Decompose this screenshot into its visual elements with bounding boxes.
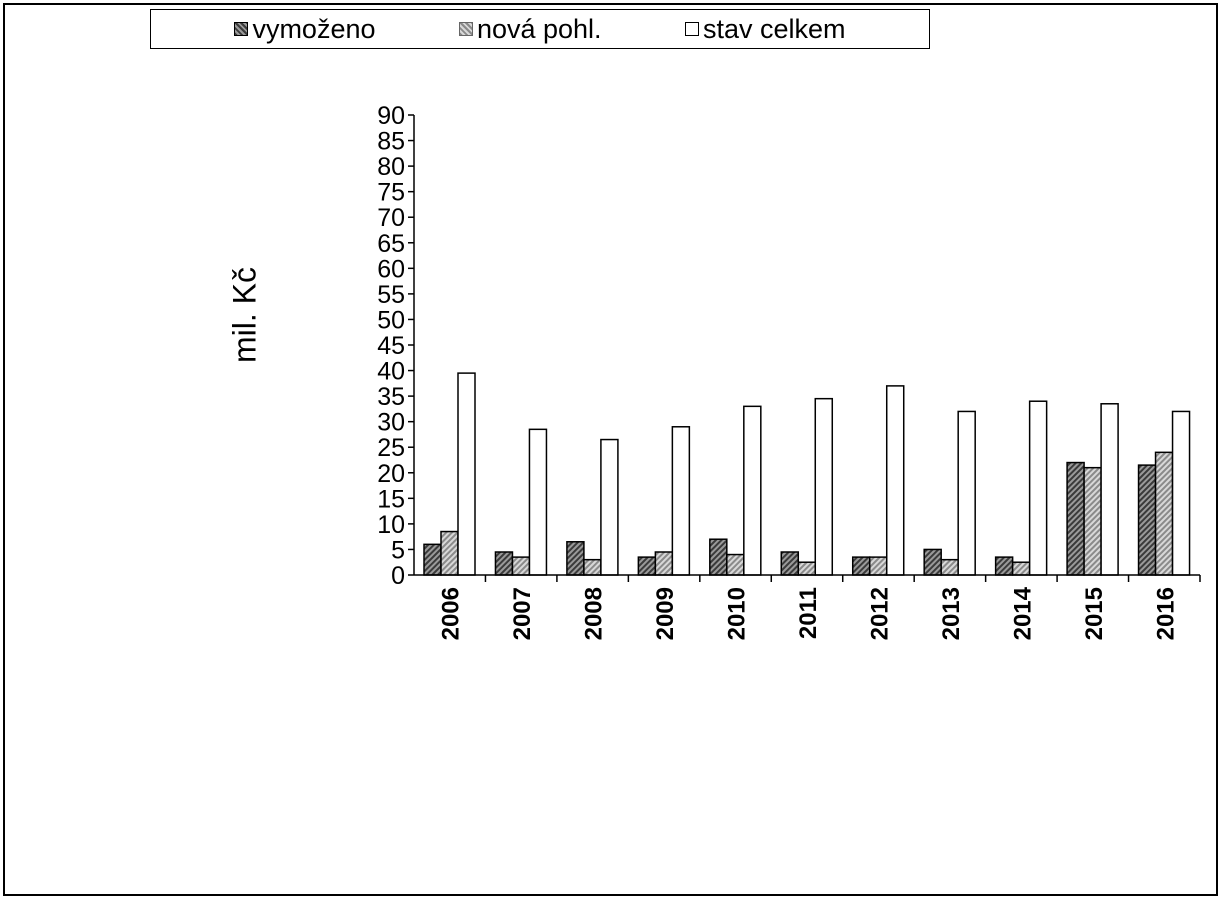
- y-tick-label: 25: [377, 434, 405, 462]
- bar-nova-pohl-2008: [583, 558, 602, 576]
- bar-nova-pohl-2007: [511, 556, 531, 576]
- legend-item-nova-pohl: nová pohl.: [458, 13, 602, 45]
- y-tick-label: 90: [377, 102, 405, 130]
- bar-vymozeno-2010: [709, 538, 728, 576]
- x-tick-label: 2016: [1152, 587, 1179, 640]
- bar-stav-celkem-2014: [1028, 400, 1048, 576]
- legend-label-stav-celkem: stav celkem: [702, 13, 846, 44]
- y-tick-label: 65: [377, 230, 405, 258]
- bar-nova-pohl-2011: [797, 561, 817, 576]
- x-tick-label: 2010: [724, 587, 751, 640]
- bar-vymozeno-2011: [780, 551, 800, 576]
- bar-nova-pohl-2015: [1083, 466, 1102, 576]
- x-tick-label: 2015: [1081, 587, 1108, 640]
- legend-item-stav-celkem: stav celkem: [684, 13, 846, 45]
- bar-stav-celkem-2011: [814, 397, 834, 576]
- x-tick-label: 2014: [1009, 586, 1036, 640]
- y-tick-label: 70: [377, 204, 405, 232]
- x-axis: 2006 2007 2008 2009 2010 2011 2012 2013 2014 2015…: [414, 574, 1201, 640]
- x-tick-label: 2008: [581, 587, 608, 640]
- y-tick-label: 75: [377, 179, 405, 207]
- y-tick-label: 30: [377, 409, 405, 437]
- bar-stav-celkem-2010: [743, 405, 762, 576]
- y-tick-label: 80: [377, 153, 405, 181]
- y-tick-label: 20: [377, 460, 405, 488]
- legend-item-vymozeno: vymoženo: [234, 13, 376, 45]
- x-tick-label: 2009: [652, 587, 679, 640]
- x-tick-label: 2012: [866, 587, 893, 640]
- y-tick-label: 0: [391, 562, 405, 590]
- y-tick-label: 50: [377, 306, 405, 334]
- bar-vymozeno-2006: [423, 543, 442, 576]
- legend-label-vymozeno: vymoženo: [252, 13, 376, 44]
- legend-swatch-stav-celkem: [684, 22, 699, 36]
- legend-swatch-vymozeno: [234, 22, 249, 36]
- bar-stav-celkem-2006: [457, 372, 476, 576]
- legend: vymoženo nová pohl. stav celkem: [150, 9, 930, 49]
- legend-swatch-nova-pohl: [458, 22, 473, 36]
- bar-nova-pohl-2016: [1154, 451, 1174, 576]
- bar-nova-pohl-2006: [440, 530, 459, 576]
- bar-vymozeno-2014: [994, 556, 1014, 576]
- y-tick-label: 55: [377, 281, 405, 309]
- y-tick-label: 45: [377, 332, 405, 360]
- bar-vymozeno-2007: [494, 551, 514, 576]
- bar-vymozeno-2013: [923, 548, 942, 576]
- x-tick-label: 2013: [938, 587, 965, 640]
- bars: [423, 372, 1191, 576]
- bar-stav-celkem-2007: [528, 428, 548, 576]
- x-tick-label: 2011: [795, 587, 822, 639]
- y-tick-label: 85: [377, 128, 405, 156]
- bar-stav-celkem-2015: [1100, 403, 1119, 576]
- bar-nova-pohl-2010: [726, 553, 745, 576]
- bar-stav-celkem-2016: [1171, 410, 1191, 576]
- x-tick-label: 2006: [438, 587, 465, 640]
- x-tick-label: 2007: [509, 587, 536, 640]
- bar-vymozeno-2016: [1137, 464, 1157, 576]
- bar-vymozeno-2009: [637, 556, 657, 576]
- bar-stav-celkem-2012: [885, 385, 905, 576]
- bar-stav-celkem-2009: [671, 426, 691, 576]
- y-tick-label: 40: [377, 358, 405, 386]
- bar-stav-celkem-2008: [600, 438, 619, 576]
- bar-vymozeno-2015: [1066, 461, 1085, 576]
- bar-vymozeno-2012: [851, 556, 871, 576]
- y-tick-label: 15: [377, 485, 405, 513]
- bar-nova-pohl-2012: [868, 556, 888, 576]
- y-tick-label: 10: [377, 511, 405, 539]
- bar-vymozeno-2008: [566, 541, 585, 576]
- bar-stav-celkem-2013: [957, 410, 976, 576]
- bar-nova-pohl-2014: [1011, 561, 1031, 576]
- bar-nova-pohl-2009: [654, 551, 674, 576]
- bar-nova-pohl-2013: [940, 558, 959, 576]
- y-tick-label: 35: [377, 383, 405, 411]
- y-axis-label: mil. Kč: [226, 267, 263, 363]
- legend-label-nova-pohl: nová pohl.: [476, 13, 602, 44]
- y-tick-label: 60: [377, 255, 405, 283]
- chart-frame: vymoženo nová pohl. stav celkem 0 5 10 15 20…: [3, 3, 1218, 896]
- y-tick-label: 5: [391, 536, 405, 564]
